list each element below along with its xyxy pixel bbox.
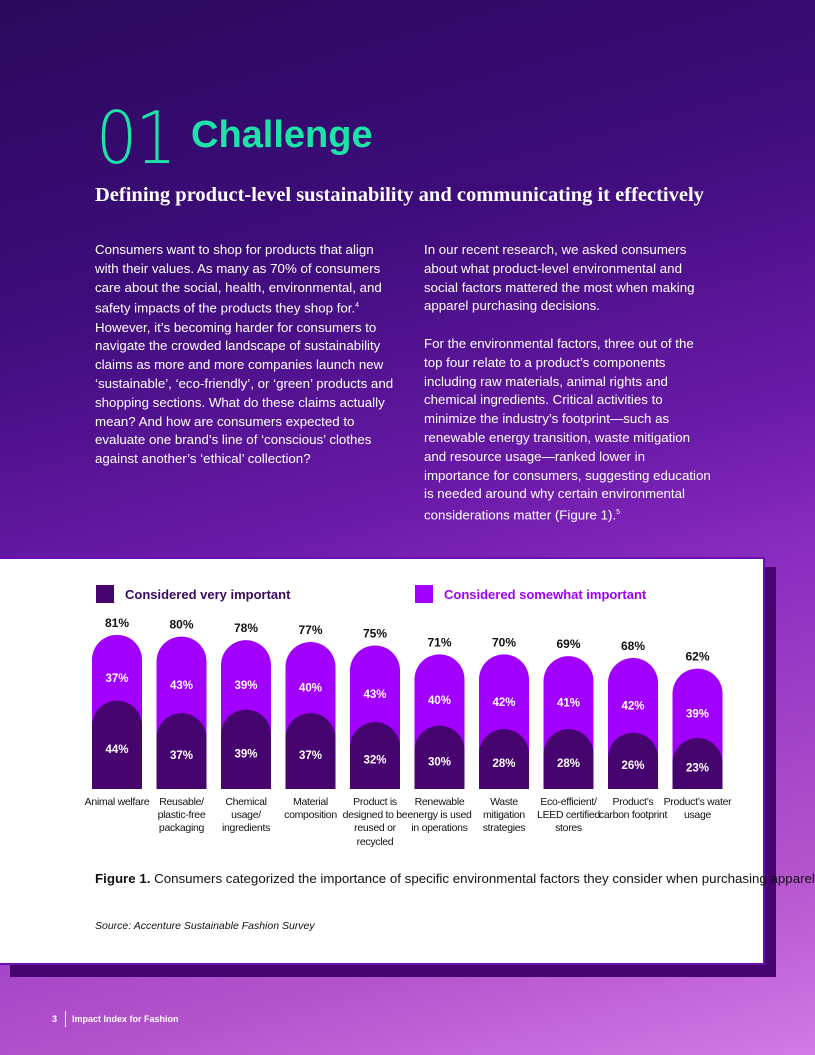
category-label: Animal welfare	[84, 796, 150, 808]
bar-chart: 81% 37% 44% 80% 43% 37% 78% 39% 39% 77% 40% 37% 75% 4…	[91, 616, 723, 789]
legend-very-important: Considered very important	[96, 585, 290, 603]
subtitle: Defining product-level sustainability an…	[95, 184, 704, 206]
somewhat-value-label: 43%	[170, 680, 193, 692]
category-label: Reusable/ plastic-free packaging	[157, 796, 206, 835]
somewhat-value-label: 37%	[105, 673, 128, 685]
bar-very-important	[91, 700, 142, 789]
category-label: Product is designed to be reused or recy…	[342, 796, 408, 848]
category-label: Material composition	[284, 796, 337, 822]
very-value-label: 23%	[686, 763, 709, 775]
legend-swatch	[415, 585, 433, 603]
section-title: Challenge	[191, 114, 373, 156]
bar-very-important	[350, 722, 400, 789]
total-label: 68%	[621, 639, 645, 653]
bar-very-important	[672, 738, 723, 789]
figure-label: Figure 1.	[95, 871, 151, 886]
figure-source: Source: Accenture Sustainable Fashion Su…	[95, 920, 315, 932]
category-label: Chemical usage/ ingredients	[221, 796, 271, 835]
somewhat-value-label: 43%	[363, 689, 386, 701]
category-label: Waste mitigation strategies	[482, 796, 526, 835]
bar-very-important	[479, 729, 529, 789]
category-label: Eco-efficient/ LEED certified stores	[537, 796, 600, 835]
total-label: 69%	[556, 637, 580, 651]
footer-title: Impact Index for Fashion	[72, 1014, 179, 1024]
somewhat-value-label: 40%	[428, 695, 451, 707]
very-value-label: 26%	[621, 760, 644, 772]
total-label: 70%	[492, 635, 516, 649]
legend-swatch	[96, 585, 114, 603]
legend-label: Considered very important	[125, 586, 291, 602]
very-value-label: 30%	[428, 756, 451, 768]
category-label: Renewable energy is used in operations	[407, 796, 472, 835]
footnote-ref: 5	[616, 509, 621, 517]
somewhat-value-label: 41%	[557, 698, 580, 710]
category-label: Product’s water usage	[663, 796, 732, 822]
paragraph: Consumers want to shop for products that…	[95, 242, 382, 316]
footnote-ref: 4	[355, 302, 360, 310]
very-value-label: 28%	[557, 758, 580, 770]
paragraph: However, it’s becoming harder for consum…	[95, 319, 394, 467]
very-value-label: 37%	[170, 750, 193, 762]
total-label: 80%	[169, 618, 193, 632]
somewhat-value-label: 42%	[492, 697, 515, 709]
somewhat-value-label: 42%	[621, 700, 644, 712]
very-value-label: 32%	[363, 755, 386, 767]
total-label: 78%	[234, 621, 258, 635]
divider	[65, 1011, 67, 1027]
paragraph: In our recent research, we asked consume…	[424, 242, 695, 314]
left-column: Consumers want to shop for products that…	[95, 241, 400, 469]
bar-very-important	[543, 729, 594, 789]
somewhat-value-label: 40%	[299, 683, 322, 695]
very-value-label: 37%	[299, 750, 322, 762]
very-value-label: 28%	[492, 758, 515, 770]
somewhat-value-label: 39%	[686, 708, 709, 720]
somewhat-value-label: 39%	[234, 680, 257, 692]
total-label: 62%	[685, 650, 709, 664]
legend-somewhat-important: Considered somewhat important	[415, 585, 646, 603]
category-label: Product’s carbon footprint	[598, 796, 668, 822]
caption-text: Consumers categorized the importance of …	[150, 871, 815, 886]
figure-caption: Figure 1. Consumers categorized the impo…	[95, 869, 815, 888]
paragraph: For the environmental factors, three out…	[424, 335, 711, 523]
section-number: 01	[96, 96, 177, 180]
bar-very-important	[608, 732, 658, 789]
page-number: 3	[52, 1014, 58, 1024]
total-label: 77%	[298, 623, 322, 637]
bar-very-important	[414, 725, 465, 789]
bar-very-important	[156, 713, 207, 789]
total-label: 81%	[105, 616, 129, 630]
legend-label: Considered somewhat important	[444, 586, 647, 602]
bar-very-important	[221, 709, 271, 789]
right-column: In our recent research, we asked consume…	[424, 241, 714, 544]
bar-very-important	[285, 713, 336, 789]
total-label: 71%	[427, 635, 451, 649]
very-value-label: 39%	[234, 748, 257, 760]
very-value-label: 44%	[105, 744, 128, 756]
footer: 3 Impact Index for Fashion	[52, 1011, 179, 1027]
total-label: 75%	[363, 627, 387, 641]
